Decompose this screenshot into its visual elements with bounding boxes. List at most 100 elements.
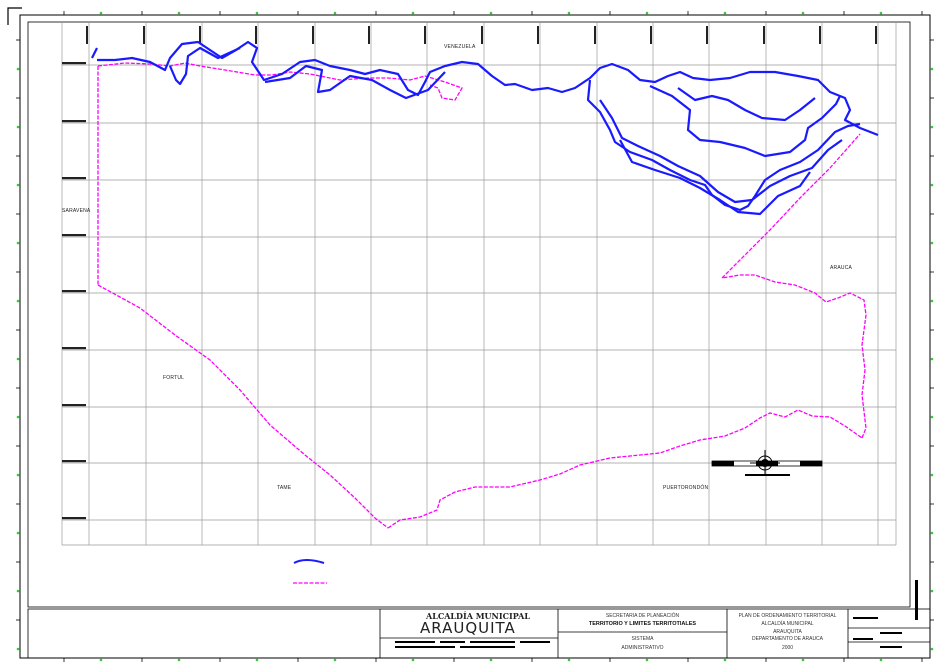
label-tame: TAME	[277, 485, 292, 491]
grid-coordinate-mark-left	[62, 517, 86, 520]
frame-tick-marks	[16, 11, 934, 662]
plan-label: PLAN DE ORDENAMIENTO TERRITORIAL	[738, 613, 837, 619]
secretaria-label: SECRETARIA DE PLANEACIÓN	[605, 613, 680, 619]
grid-coordinate-mark-left	[62, 234, 86, 237]
frame-dot-top	[99, 11, 103, 15]
frame-dot-top	[567, 11, 571, 15]
boundary-southwest-line	[97, 284, 389, 529]
frame-dot-right	[930, 357, 934, 361]
frame-dot-left	[16, 125, 20, 129]
boundary-south-line	[387, 409, 863, 529]
grid-coordinate-mark-top	[763, 26, 765, 44]
frame-dot-left	[16, 357, 20, 361]
river-line-icon	[293, 559, 325, 564]
grid-coordinate-mark-top	[537, 26, 539, 44]
frame-dot-top	[489, 11, 493, 15]
boundary-east-line	[721, 274, 867, 439]
grid-coordinate-mark-top	[706, 26, 708, 44]
river-arauca-main	[91, 40, 879, 137]
grid-coordinate-mark-top	[86, 26, 88, 44]
alcaldia-label: ALCALDÍA MUNICIPAL	[761, 621, 814, 627]
frame-dot-left	[16, 183, 20, 187]
grid-coordinate-mark-left	[62, 120, 86, 123]
frame-dot-top	[255, 11, 259, 15]
grid-coordinate-mark-left	[62, 290, 86, 293]
frame-dot-top	[879, 11, 883, 15]
grid-coordinate-mark-top	[650, 26, 652, 44]
river-network	[91, 40, 879, 216]
frame-dot-top	[645, 11, 649, 15]
map-window-border	[27, 21, 911, 608]
river-east-loop	[677, 87, 816, 122]
grid-coordinate-mark-top	[819, 26, 821, 44]
frame-dot-right	[930, 183, 934, 187]
frame-dot-bottom	[645, 658, 649, 662]
grid-coordinate-mark-top	[199, 26, 201, 44]
frame-dot-left	[16, 299, 20, 303]
territorio-title: TERRITORIO Y LIMITES TERRITOTIALES	[588, 621, 697, 627]
boundary-north-line	[97, 62, 463, 101]
frame-dot-top	[411, 11, 415, 15]
frame-dot-bottom	[255, 658, 259, 662]
frame-dot-right	[930, 531, 934, 535]
grid-coordinate-mark-left	[62, 177, 86, 180]
frame-dot-top	[333, 11, 337, 15]
frame-dot-left	[16, 589, 20, 593]
frame-dot-bottom	[879, 658, 883, 662]
grid-coordinate-mark-top	[424, 26, 426, 44]
frame-dot-left	[16, 241, 20, 245]
frame-dot-bottom	[177, 658, 181, 662]
frame-dot-top	[723, 11, 727, 15]
frame-dot-bottom	[567, 658, 571, 662]
grid-coordinate-mark-left	[62, 404, 86, 407]
label-venezuela: VENEZUELA	[444, 44, 476, 50]
grid-coordinate-mark-left	[62, 62, 86, 65]
grid-coordinate-mark-top	[875, 26, 877, 44]
frame-dot-left	[16, 531, 20, 535]
grid-coordinate-mark-top	[143, 26, 145, 44]
label-arauca: ARAUCA	[830, 265, 853, 271]
frame-dot-left	[16, 473, 20, 477]
grid-coordinate-mark-left	[62, 460, 86, 463]
frame-dot-bottom	[489, 658, 493, 662]
frame-dot-right	[930, 647, 934, 651]
grid-coordinate-mark-left	[62, 347, 86, 350]
logo-line1: ALCALDÍA MUNICIPAL	[426, 611, 530, 621]
frame-dot-left	[16, 647, 20, 651]
grid-coordinate-labels	[62, 26, 877, 520]
frame-dot-right	[930, 241, 934, 245]
frame-dot-right	[930, 589, 934, 593]
label-saravena: SARAVENA	[62, 208, 91, 214]
frame-dot-bottom	[723, 658, 727, 662]
grid-coordinate-mark-top	[368, 26, 370, 44]
frame-dot-bottom	[333, 658, 337, 662]
title-block-fine-print	[395, 580, 918, 648]
legend	[293, 559, 327, 584]
frame-dot-top	[801, 11, 805, 15]
municipal-boundary	[97, 62, 867, 529]
year-label: 2000	[781, 645, 794, 651]
administrativo-label: ADMINISTRATIVO	[621, 645, 664, 651]
compass-rose-icon	[750, 450, 780, 476]
grid-coordinate-mark-top	[312, 26, 314, 44]
frame-dot-right	[930, 415, 934, 419]
river-arauca-channel-2	[168, 46, 446, 100]
frame-dot-top	[177, 11, 181, 15]
grid-coordinate-mark-top	[594, 26, 596, 44]
departamento-label: DEPARTAMENTO DE ARAUCA	[751, 636, 824, 642]
logo-line2: ARAUQUITA	[420, 619, 516, 637]
frame-dot-right	[930, 125, 934, 129]
grid-coordinate-mark-top	[481, 26, 483, 44]
river-central-loop	[649, 84, 841, 158]
frame-dot-bottom	[99, 658, 103, 662]
river-south-branch-parallel	[599, 99, 843, 204]
coordinate-grid	[61, 22, 897, 546]
frame-dot-right	[930, 67, 934, 71]
frame-dot-right	[930, 473, 934, 477]
label-puerto-rondon: PUERTORONDÓN	[663, 485, 709, 491]
label-fortul: FORTUL	[163, 375, 185, 381]
river-lower-loop	[619, 139, 811, 216]
boundary-northeast-line	[721, 133, 861, 279]
